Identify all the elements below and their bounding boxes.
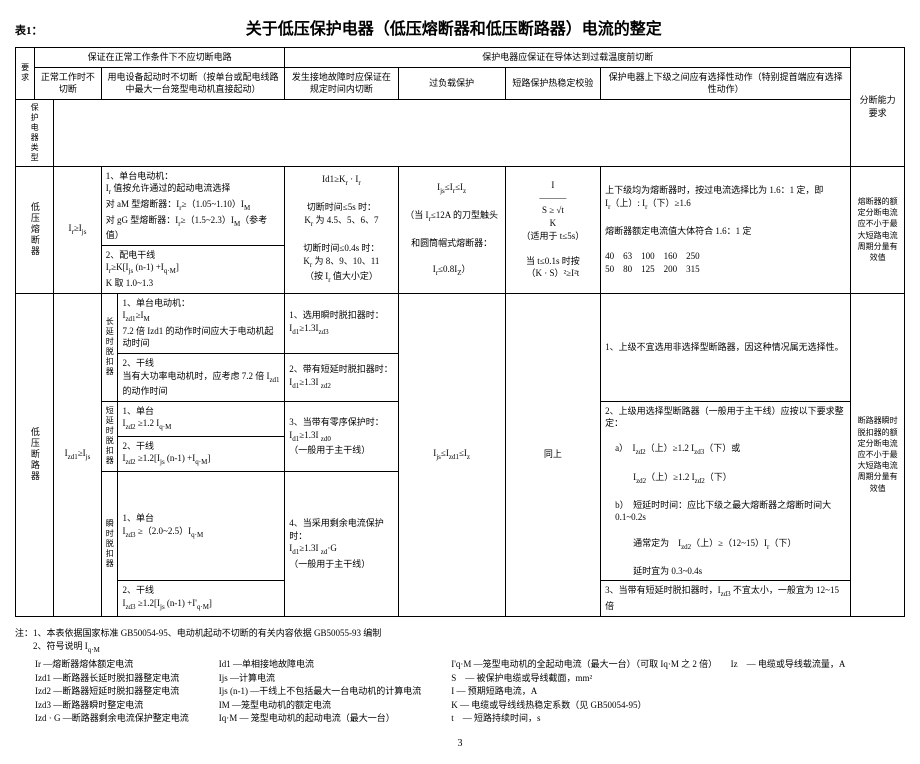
hdr-overload: 过负载保护	[398, 67, 505, 99]
notes-col2: Id1 —单相接地故障电流 Ijs —计算电流 Ijs (n-1) —干线上不包…	[219, 658, 422, 726]
notes: 注：1、本表依据国家标准 GB50054-95、电动机起动不切断的有关内容依据 …	[15, 627, 905, 726]
notes-line1: 注：1、本表依据国家标准 GB50054-95、电动机起动不切断的有关内容依据 …	[15, 627, 905, 641]
hdr-upper-lower: 保护电器上下级之间应有选择性动作（特别提首端应有选择性动作）	[601, 67, 851, 99]
breaker-g2-1: 1、单台Izd2 ≥1.2 Iq·M	[118, 401, 285, 436]
breaker-g3-1: 1、单台Izd3 ≥（2.0~2.5）Iq·M	[118, 472, 285, 581]
hdr-normal-no-trip: 保证在正常工作条件下不应切断电路	[35, 48, 285, 68]
fuse-c7: 熔断器的额定分断电流应不小于最大短路电流周期分量有效值	[851, 166, 905, 293]
breaker-g1-1: 1、单台电动机：Izd1≥IM7.2 倍 Izd1 的动作时间应大于电动机起动时…	[118, 293, 285, 353]
breaker-c6-3: 3、当带有短延时脱扣器时，Izd3 不宜太小，一般宜为 12~15 倍	[601, 581, 851, 616]
breaker-g1-2: 2、干线当有大功率电动机时，应考虑 7.2 倍 Izd1的动作时间	[118, 353, 285, 401]
breaker-c6-2ab: 2、上级用选择型断路器（一般用于主干线）应按以下要求整定： a） Izd2（上）…	[601, 401, 851, 581]
breaker-c3-4: 4、当采用剩余电流保护时：Id1≥1.3I zd·G（一般用于主干线）	[285, 472, 398, 617]
breaker-c3-1: 1、选用瞬时脱扣器时：Id1≥1.3Izd3	[285, 293, 398, 353]
main-title: 关于低压保护电器（低压熔断器和低压断路器）电流的整定	[83, 15, 906, 39]
fuse-c2-1: 1、单台电动机：Ir 值按允许通过的起动电流选择对 aM 型熔断器：Ir≥（1.…	[101, 166, 285, 245]
breaker-c4: Ijs≤Izd1≤Iz	[398, 293, 505, 616]
breaker-g3-label: 瞬时脱扣器	[101, 472, 118, 617]
breaker-g3-2: 2、干线Izd3 ≥1.2[Ijs (n-1) +I'q·M]	[118, 581, 285, 616]
fuse-c3: Id1≥Kr · Ir切断时间≤5s 时：Kr 为 4.5、5、6、7切断时间≤…	[285, 166, 398, 293]
hdr-overtemp: 保护电器应保证在导体达到过载温度前切断	[285, 48, 851, 68]
hdr-req: 要求	[16, 48, 35, 100]
fuse-c1: Ir≥Ijs	[54, 166, 102, 293]
breaker-g2-label: 短延时脱扣器	[101, 401, 118, 471]
notes-col1: Ir —熔断器熔体额定电流 Izd1 —断路器长延时脱扣器整定电流 Izd2 —…	[35, 658, 189, 726]
main-table: 要求 保证在正常工作条件下不应切断电路 保护电器应保证在导体达到过载温度前切断 …	[15, 47, 905, 617]
fuse-c6: 上下级均为熔断器时，按过电流选择比为 1.6：1 定，即Ir（上）: Ir（下）…	[601, 166, 851, 293]
breaker-g1-label: 长延时脱扣器	[101, 293, 118, 401]
notes-col3: I'q·M —笼型电动机的全起动电流（最大一台）（可取 Iq·M 之 2 倍） …	[451, 658, 845, 726]
breaker-c6-1: 1、上级不宜选用非选择型断路器，因这种情况属无选择性。	[601, 293, 851, 401]
fuse-c4: Ijs≤Ir≤Iz（当 Ir≤12A 的刀型触头和圆筒帽式熔断器：Ir≤0.8I…	[398, 166, 505, 293]
page-number: 3	[15, 738, 905, 749]
breaker-c5: 同上	[505, 293, 600, 616]
hdr-equip-start: 用电设备起动时不切断（按单台或配电线路中最大一台笼型电动机直接起动）	[101, 67, 285, 99]
notes-line2: 2、符号说明 Iq·M	[15, 640, 905, 655]
breaker-c3-2: 2、带有短延时脱扣器时：Id1≥1.3I zd2	[285, 353, 398, 401]
fuse-label: 低压熔断器	[16, 166, 54, 293]
breaker-c7: 断路器瞬时脱扣器的额定分断电流应不小于最大短路电流周期分量有效值	[851, 293, 905, 616]
breaker-c1: Izd1≥Ijs	[54, 293, 102, 616]
fuse-c2-2: 2、配电干线Ir≥K[Ijs (n-1) +Iq·M]K 取 1.0~1.3	[101, 245, 285, 293]
hdr-ground-fault: 发生接地故障时应保证在规定时间内切断	[285, 67, 398, 99]
hdr-breaking: 分断能力要求	[851, 48, 905, 167]
table-label: 表1：	[15, 22, 43, 38]
fuse-c5: I———S ≥ √tK（适用于 t≤5s）当 t≤0.1s 时按（K · S）²…	[505, 166, 600, 293]
hdr-protect-type: 保护电器类型	[16, 99, 54, 166]
breaker-label: 低压断路器	[16, 293, 54, 616]
hdr-short: 短路保护热稳定校验	[505, 67, 600, 99]
breaker-c3-3: 3、当带有零序保护时：Id1≥1.3I zd0（一般用于主干线）	[285, 401, 398, 471]
breaker-g2-2: 2、干线Izd2 ≥1.2[Ijs (n-1) +Iq·M]	[118, 436, 285, 471]
hdr-normal-work: 正常工作时不切断	[35, 67, 102, 99]
